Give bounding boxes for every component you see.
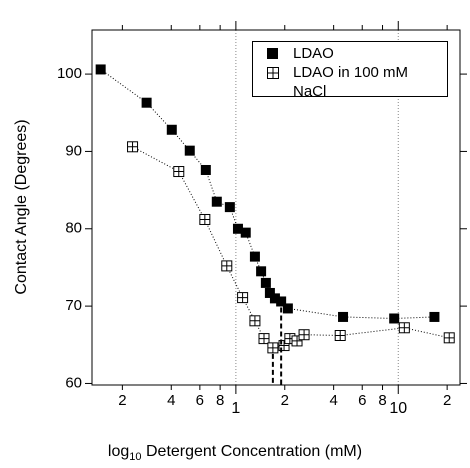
point-cross — [267, 342, 278, 353]
x-tick-label: 2 — [281, 392, 289, 409]
plot-frame — [91, 29, 461, 386]
x-tick-label: 6 — [358, 392, 366, 409]
y-tick-label: 70 — [65, 297, 82, 314]
point-cross — [127, 141, 138, 152]
x-tick-label: 8 — [378, 392, 386, 409]
x-tick-label: 10 — [389, 400, 407, 417]
point — [240, 227, 251, 238]
legend-swatch — [267, 48, 278, 59]
point-cross — [399, 322, 410, 333]
point — [249, 251, 260, 262]
legend-swatch — [267, 67, 279, 79]
point-cross — [249, 315, 260, 326]
point — [276, 296, 287, 307]
y-tick-label: 100 — [57, 65, 82, 82]
point — [95, 64, 106, 75]
point-cross — [444, 332, 455, 343]
point-cross — [199, 214, 210, 225]
point — [166, 124, 177, 135]
point — [200, 164, 211, 175]
point-cross — [237, 292, 248, 303]
point-cross — [292, 335, 303, 346]
x-tick-label: 6 — [196, 392, 204, 409]
point — [232, 223, 243, 234]
y-axis-label: Contact Angle (Degrees) — [13, 119, 30, 294]
legend-label: LDAO — [293, 45, 334, 62]
point-cross — [279, 340, 290, 351]
point — [224, 202, 235, 213]
point-cross — [299, 329, 310, 340]
point — [264, 287, 275, 298]
x-tick-label: 8 — [216, 392, 224, 409]
x-tick-label: 2 — [443, 392, 451, 409]
x-label-text: Detergent Concentration (mM) — [145, 443, 363, 460]
y-tick-label: 60 — [65, 374, 82, 391]
legend: LDAO LDAO in 100 mM NaCl — [252, 41, 448, 100]
point — [338, 311, 349, 322]
x-tick-label: 4 — [167, 392, 175, 409]
x-tick-label: 1 — [231, 400, 240, 417]
x-tick-label: 4 — [329, 392, 337, 409]
legend-label: LDAO in 100 mM NaCl — [293, 64, 409, 100]
point — [429, 311, 440, 322]
y-tick-label: 90 — [65, 142, 82, 159]
point — [282, 303, 293, 314]
point-cross — [259, 333, 270, 344]
point — [269, 293, 280, 304]
point — [260, 277, 271, 288]
point — [256, 266, 267, 277]
y-tick-label: 80 — [65, 220, 82, 237]
point — [184, 145, 195, 156]
point — [211, 196, 222, 207]
point-cross — [335, 330, 346, 341]
x-label-subscript: 10 — [129, 451, 142, 464]
x-tick-label: 2 — [118, 392, 126, 409]
x-axis-label: log10 Detergent Concentration (mM) — [0, 443, 470, 463]
point-cross — [221, 260, 232, 271]
x-label-base: log — [107, 443, 130, 460]
point — [141, 97, 152, 108]
point — [389, 313, 400, 324]
point-cross — [173, 166, 184, 177]
